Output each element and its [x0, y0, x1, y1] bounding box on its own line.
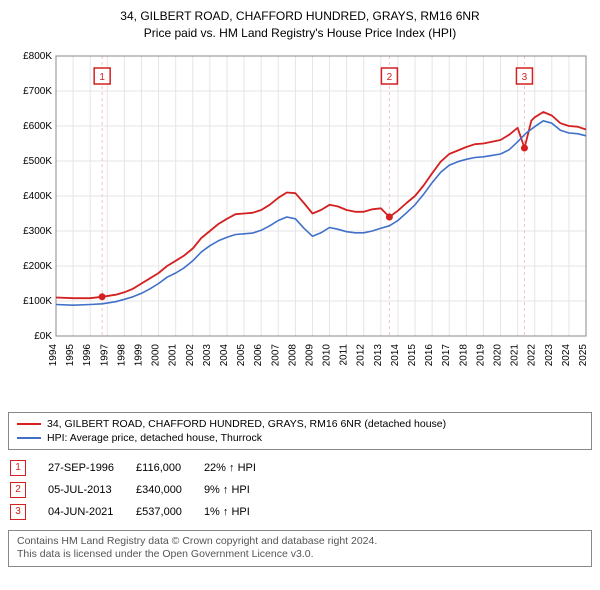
- svg-text:£100K: £100K: [23, 296, 52, 307]
- svg-text:2008: 2008: [287, 343, 298, 366]
- legend-item: HPI: Average price, detached house, Thur…: [17, 431, 583, 445]
- svg-text:1995: 1995: [65, 343, 76, 366]
- svg-text:2000: 2000: [151, 343, 162, 366]
- legend-label: HPI: Average price, detached house, Thur…: [47, 432, 262, 444]
- transaction-price: £116,000: [136, 458, 202, 478]
- svg-text:2025: 2025: [578, 343, 589, 366]
- svg-text:2007: 2007: [270, 343, 281, 366]
- title-block: 34, GILBERT ROAD, CHAFFORD HUNDRED, GRAY…: [8, 8, 592, 42]
- svg-text:3: 3: [522, 72, 528, 83]
- svg-text:1999: 1999: [133, 343, 144, 366]
- transaction-delta: 1% ↑ HPI: [204, 502, 276, 522]
- title-line1: 34, GILBERT ROAD, CHAFFORD HUNDRED, GRAY…: [8, 8, 592, 25]
- svg-text:1996: 1996: [82, 343, 93, 366]
- svg-text:2009: 2009: [304, 343, 315, 366]
- svg-text:2012: 2012: [356, 343, 367, 366]
- svg-text:1: 1: [99, 72, 105, 83]
- svg-text:£200K: £200K: [23, 261, 52, 272]
- footer-box: Contains HM Land Registry data © Crown c…: [8, 530, 592, 567]
- svg-text:2001: 2001: [168, 343, 179, 366]
- transaction-date: 05-JUL-2013: [48, 480, 134, 500]
- svg-text:1998: 1998: [116, 343, 127, 366]
- svg-text:2018: 2018: [458, 343, 469, 366]
- svg-text:£300K: £300K: [23, 226, 52, 237]
- transaction-date: 27-SEP-1996: [48, 458, 134, 478]
- svg-text:2016: 2016: [424, 343, 435, 366]
- svg-text:1994: 1994: [48, 343, 59, 366]
- svg-text:2004: 2004: [219, 343, 230, 366]
- transaction-delta: 22% ↑ HPI: [204, 458, 276, 478]
- title-line2: Price paid vs. HM Land Registry's House …: [8, 25, 592, 42]
- svg-text:2010: 2010: [322, 343, 333, 366]
- chart-container: 34, GILBERT ROAD, CHAFFORD HUNDRED, GRAY…: [8, 8, 592, 567]
- svg-text:2014: 2014: [390, 343, 401, 366]
- svg-text:2005: 2005: [236, 343, 247, 366]
- transaction-delta: 9% ↑ HPI: [204, 480, 276, 500]
- svg-text:2017: 2017: [441, 343, 452, 366]
- transaction-price: £537,000: [136, 502, 202, 522]
- svg-text:£700K: £700K: [23, 86, 52, 97]
- legend-swatch: [17, 423, 41, 425]
- footer-line1: Contains HM Land Registry data © Crown c…: [17, 535, 583, 549]
- svg-text:2019: 2019: [475, 343, 486, 366]
- svg-text:2022: 2022: [527, 343, 538, 366]
- svg-text:2013: 2013: [373, 343, 384, 366]
- transaction-price: £340,000: [136, 480, 202, 500]
- footer-line2: This data is licensed under the Open Gov…: [17, 548, 583, 562]
- svg-text:2006: 2006: [253, 343, 264, 366]
- transaction-row: 1 27-SEP-1996£116,00022% ↑ HPI: [10, 458, 276, 478]
- svg-text:2: 2: [387, 72, 393, 83]
- svg-text:2021: 2021: [510, 343, 521, 366]
- svg-text:£0K: £0K: [34, 331, 52, 342]
- legend-label: 34, GILBERT ROAD, CHAFFORD HUNDRED, GRAY…: [47, 418, 446, 430]
- transaction-marker: 1: [10, 460, 26, 476]
- svg-text:1997: 1997: [99, 343, 110, 366]
- transaction-row: 2 05-JUL-2013£340,0009% ↑ HPI: [10, 480, 276, 500]
- transaction-date: 04-JUN-2021: [48, 502, 134, 522]
- svg-text:2024: 2024: [561, 343, 572, 366]
- svg-text:£400K: £400K: [23, 191, 52, 202]
- svg-text:£800K: £800K: [23, 51, 52, 62]
- svg-text:2011: 2011: [339, 343, 350, 365]
- transaction-marker: 2: [10, 482, 26, 498]
- svg-text:2020: 2020: [493, 343, 504, 366]
- svg-text:2002: 2002: [185, 343, 196, 366]
- svg-text:£600K: £600K: [23, 121, 52, 132]
- legend-swatch: [17, 437, 41, 439]
- svg-text:2015: 2015: [407, 343, 418, 366]
- transaction-marker: 3: [10, 504, 26, 520]
- svg-text:2023: 2023: [544, 343, 555, 366]
- transaction-row: 3 04-JUN-2021£537,0001% ↑ HPI: [10, 502, 276, 522]
- svg-text:£500K: £500K: [23, 156, 52, 167]
- transactions-table: 1 27-SEP-1996£116,00022% ↑ HPI 2 05-JUL-201…: [8, 456, 278, 524]
- legend-item: 34, GILBERT ROAD, CHAFFORD HUNDRED, GRAY…: [17, 417, 583, 431]
- legend-box: 34, GILBERT ROAD, CHAFFORD HUNDRED, GRAY…: [8, 412, 592, 450]
- svg-text:2003: 2003: [202, 343, 213, 366]
- price-chart: £0K £100K £200K £300K £400K £500K £600K £700K £8…: [8, 46, 592, 406]
